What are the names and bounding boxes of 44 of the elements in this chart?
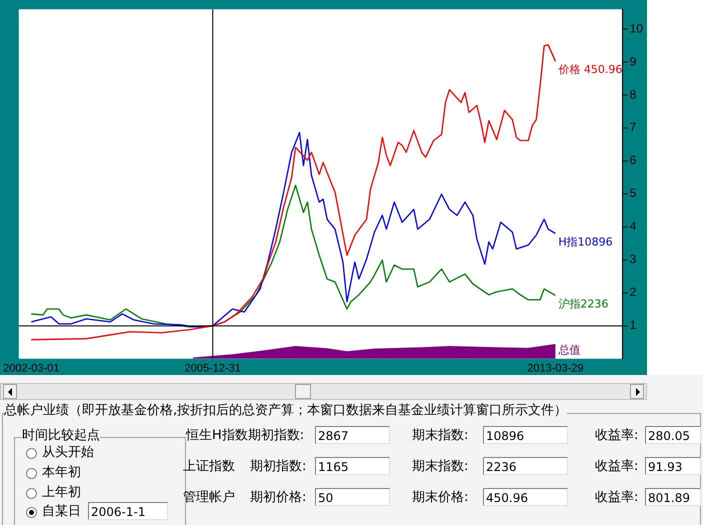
text: 收益率: — [595, 459, 638, 475]
x-tick-label: 2005-12-31 — [184, 362, 241, 374]
text: 期初价格: — [250, 490, 306, 506]
text: 上年初 — [42, 485, 81, 501]
text: 收益率: — [595, 490, 638, 506]
y-tick-label: 3 — [630, 252, 637, 266]
text: 总帐户业绩（即开放基金价格,按折扣后的总资产算；本窗口数据来自基金业绩计算窗口所示文件） — [4, 403, 568, 419]
y-tick-label: 7 — [630, 120, 637, 134]
text: 期末价格: — [412, 490, 468, 506]
text: 期末指数: — [412, 459, 468, 475]
y-tick-label: 10 — [630, 21, 644, 36]
x-tick-label: 2002-03-01 — [3, 362, 60, 374]
text: 280.05 — [645, 426, 701, 444]
y-tick-label: 5 — [630, 186, 637, 200]
series-label: 总值 — [557, 344, 580, 357]
text: 1165 — [315, 457, 390, 475]
y-tick-label: 4 — [630, 219, 637, 234]
text: 期初指数: — [250, 459, 306, 475]
text: 2867 — [315, 426, 390, 444]
text: 91.93 — [645, 457, 701, 475]
y-tick-label: 1 — [630, 318, 637, 332]
text: 450.96 — [483, 488, 568, 506]
text: 10896 — [483, 426, 568, 444]
text: 自某日 — [42, 504, 81, 520]
text: 收益率: — [595, 428, 638, 444]
series-label: 价格 450.96 — [557, 63, 622, 76]
text: 期末指数: — [412, 428, 468, 444]
text: 恒生H指数期初指数: — [186, 428, 304, 444]
text: 2006-1-1 — [88, 502, 168, 520]
text: 801.89 — [645, 488, 701, 506]
text: 2236 — [483, 457, 568, 475]
text: 时间比较起点 — [22, 428, 100, 444]
x-tick-label: 2013-03-29 — [527, 362, 584, 374]
series-label: 沪指2236 — [558, 297, 608, 310]
text: 管理帐户 — [183, 490, 235, 506]
text: 上证指数 — [183, 459, 235, 475]
text: 本年初 — [42, 465, 81, 481]
text: 从头开始 — [42, 445, 94, 461]
text: 50 — [315, 488, 390, 506]
y-tick-label: 8 — [630, 87, 637, 102]
y-tick-label: 6 — [630, 153, 637, 168]
series-label: H指10896 — [558, 235, 613, 248]
y-tick-label: 2 — [630, 285, 637, 300]
y-tick-label: 9 — [630, 54, 637, 68]
